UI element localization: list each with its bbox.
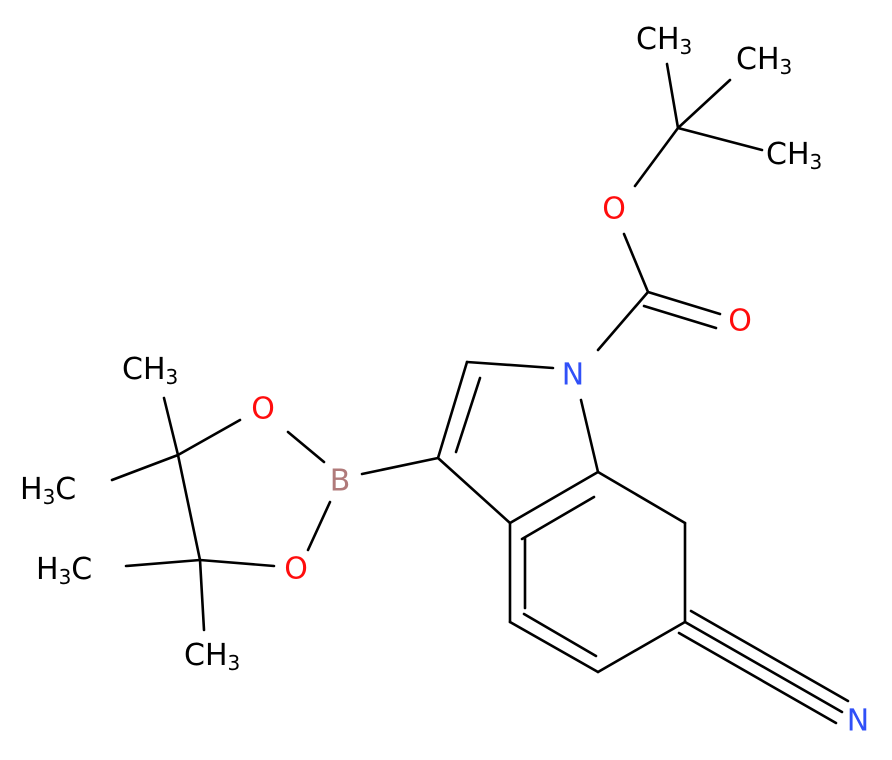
methyl-subscript: 3: [780, 55, 793, 79]
methyl-text: CH: [736, 42, 780, 77]
bonds: [110, 62, 850, 725]
methyl-subscript: 3: [680, 35, 693, 59]
methyl-subscript: 3: [228, 651, 241, 675]
methyl-subscript: 3: [166, 365, 179, 389]
atom-o: O: [284, 552, 308, 587]
methyl-text: C: [55, 472, 76, 507]
methyl: CH3: [766, 137, 822, 174]
methyl: H3C: [36, 552, 92, 589]
methyl-subscript: 3: [810, 150, 823, 174]
atom-o: O: [602, 192, 626, 227]
methyl-text: H: [36, 552, 59, 587]
methyl: CH3: [122, 352, 178, 389]
methyl-text: CH: [636, 22, 680, 57]
methyl: CH3: [736, 42, 792, 79]
atom-b: B: [330, 464, 351, 499]
methyl-text: CH: [766, 137, 810, 172]
methyl-text: C: [71, 552, 92, 587]
methyl: CH3: [184, 638, 240, 675]
atom-n: N: [562, 358, 584, 393]
methyl-text: H: [20, 472, 43, 507]
atom-o: O: [728, 304, 752, 339]
atom-o: O: [251, 392, 275, 427]
methyl-subscript: 3: [59, 565, 72, 589]
methyl-text: CH: [122, 352, 166, 387]
atom-n: N: [847, 704, 869, 739]
methyl: CH3: [636, 22, 692, 59]
methyl-text: CH: [184, 638, 228, 673]
methyl: H3C: [20, 472, 76, 509]
atom-labels: O O N B O O N CH3 CH3 CH3 CH3 H3C H3C CH…: [20, 22, 869, 739]
methyl-subscript: 3: [43, 485, 56, 509]
